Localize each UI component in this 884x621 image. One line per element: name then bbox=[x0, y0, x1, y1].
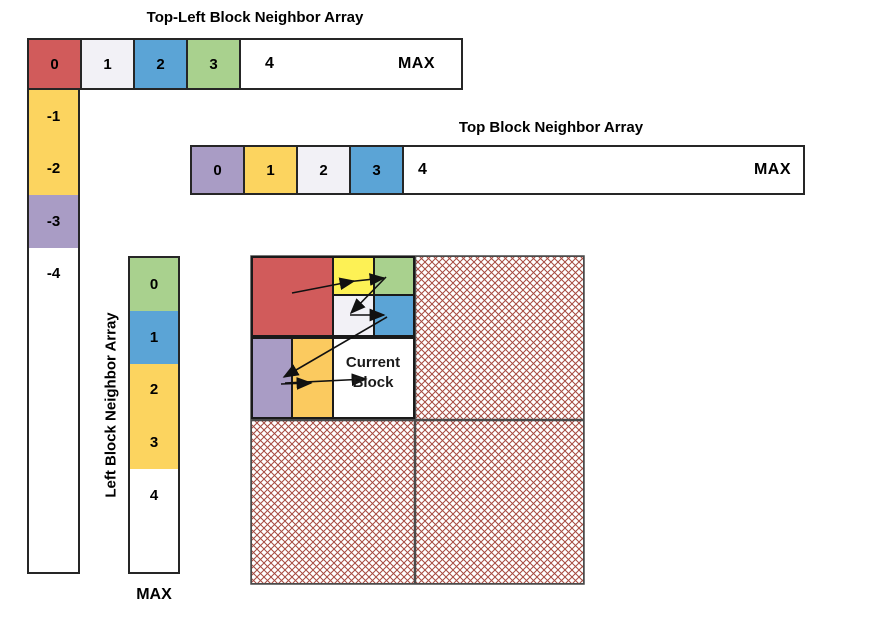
purple-block bbox=[251, 337, 293, 419]
array-cell: 0 bbox=[130, 258, 178, 311]
red-block bbox=[251, 256, 334, 337]
array-cell: -3 bbox=[29, 195, 78, 248]
hatched-region-bottom bbox=[252, 421, 583, 583]
top-neighbor-array: 0 1 2 3 4 MAX bbox=[190, 145, 805, 195]
array-cell: 1 bbox=[130, 310, 178, 364]
current-block-label-line1: Current bbox=[346, 354, 400, 371]
array-cell: -4 bbox=[29, 247, 78, 300]
array-empty-region bbox=[130, 522, 178, 572]
array-cell: 0 bbox=[29, 40, 82, 88]
array-index-4-label: 4 bbox=[265, 55, 274, 72]
array-cell: -1 bbox=[29, 90, 78, 143]
scan-arrow-3 bbox=[349, 276, 387, 315]
array-cell: -2 bbox=[29, 142, 78, 195]
current-block-label-line2: Block bbox=[353, 374, 395, 391]
array-cell: 2 bbox=[135, 40, 188, 88]
scan-arrow-1 bbox=[291, 277, 356, 294]
array-cell: 3 bbox=[351, 147, 404, 193]
array-tail: 4 MAX bbox=[241, 40, 461, 88]
array-cell: 1 bbox=[82, 40, 135, 88]
array-cell: 2 bbox=[130, 363, 178, 417]
top-left-neighbor-array: 0 1 2 3 4 MAX bbox=[27, 38, 463, 90]
array-index-4-label: 4 bbox=[418, 161, 427, 178]
array-cell: 0 bbox=[192, 147, 245, 193]
gold-block bbox=[291, 337, 334, 419]
top-left-neighbor-array-vertical: -1 -2 -3 -4 bbox=[27, 90, 80, 574]
scan-arrow-7 bbox=[284, 373, 368, 387]
array-cell: 3 bbox=[188, 40, 241, 88]
array-max-label: MAX bbox=[397, 55, 435, 72]
hatched-region-top-right bbox=[416, 257, 583, 420]
top-left-array-title: Top-Left Block Neighbor Array bbox=[146, 9, 364, 26]
green-block bbox=[373, 256, 415, 296]
scan-arrow-6 bbox=[280, 377, 313, 390]
left-array-max-label: MAX bbox=[136, 586, 172, 603]
array-max-label: MAX bbox=[753, 161, 791, 178]
array-cell: 1 bbox=[245, 147, 298, 193]
array-cell: 3 bbox=[130, 416, 178, 470]
yellow-block bbox=[332, 256, 375, 296]
current-block bbox=[332, 337, 415, 419]
array-empty-region bbox=[29, 300, 78, 572]
array-cell: 2 bbox=[298, 147, 351, 193]
left-neighbor-array: 0 1 2 3 4 bbox=[128, 256, 180, 574]
left-array-title: Left Block Neighbor Array bbox=[102, 312, 120, 498]
top-array-title: Top Block Neighbor Array bbox=[458, 119, 644, 136]
block-partition-diagram: Current Block bbox=[250, 255, 585, 585]
array-cell: 4 bbox=[130, 469, 178, 522]
scan-arrow-2 bbox=[345, 273, 386, 286]
array-tail: 4 MAX bbox=[404, 147, 803, 193]
scan-arrow-5 bbox=[282, 316, 388, 378]
